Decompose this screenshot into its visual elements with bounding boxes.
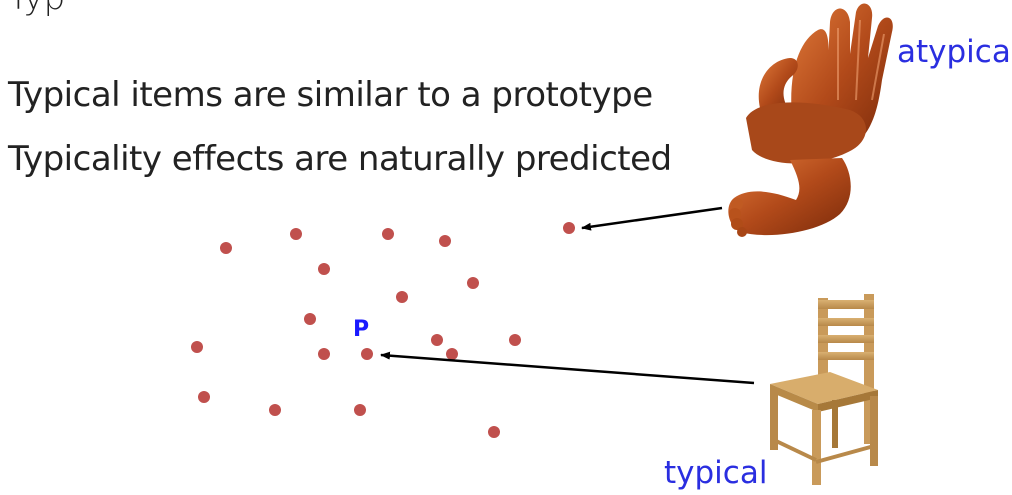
hand-foot-chair-icon [728, 3, 893, 237]
atypical-label: atypical [897, 34, 1012, 70]
exemplar-dot [431, 334, 443, 346]
exemplar-dot [290, 228, 302, 240]
bullet-line-2: Typicality effects are naturally predict… [8, 139, 672, 179]
exemplar-dot [446, 348, 458, 360]
exemplar-dot [396, 291, 408, 303]
exemplar-dot [269, 404, 281, 416]
exemplar-dot [488, 426, 500, 438]
exemplar-dot [509, 334, 521, 346]
exemplar-dot [198, 391, 210, 403]
exemplar-dot-typical [361, 348, 373, 360]
typical-label: typical [664, 455, 768, 491]
exemplar-dot [304, 313, 316, 325]
typical-arrow [380, 351, 755, 385]
prototype-label: P [353, 317, 369, 342]
exemplar-dot [354, 404, 366, 416]
cut-off-heading: Typ [8, 0, 65, 18]
bullet-line-1: Typical items are similar to a prototype [8, 75, 653, 115]
exemplar-dot-atypical [563, 222, 575, 234]
wooden-chair-icon [770, 294, 878, 485]
exemplar-dot [220, 242, 232, 254]
atypical-arrow [581, 206, 723, 231]
exemplar-dot [318, 348, 330, 360]
exemplar-dot [439, 235, 451, 247]
exemplar-dot [467, 277, 479, 289]
exemplar-dot [318, 263, 330, 275]
exemplar-dots [191, 222, 575, 438]
exemplar-dot [191, 341, 203, 353]
exemplar-dot [382, 228, 394, 240]
